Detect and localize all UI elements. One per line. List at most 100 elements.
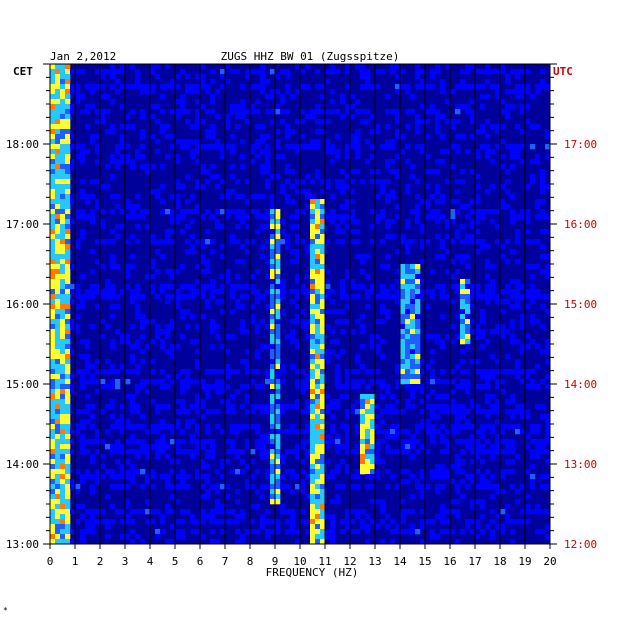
spectrogram-cell	[220, 344, 226, 350]
spectrogram-cell	[85, 199, 91, 205]
spectrogram-cell	[60, 254, 66, 260]
spectrogram-cell	[385, 224, 391, 230]
spectrogram-cell	[80, 299, 86, 305]
spectrogram-cell	[360, 64, 366, 70]
spectrogram-cell	[345, 429, 351, 435]
spectrogram-cell	[485, 79, 491, 85]
spectrogram-cell	[55, 534, 61, 540]
spectrogram-cell	[65, 424, 71, 430]
spectrogram-cell	[125, 84, 131, 90]
spectrogram-cell	[350, 169, 356, 175]
spectrogram-cell	[420, 84, 426, 90]
spectrogram-cell	[130, 369, 136, 375]
spectrogram-cell	[375, 474, 381, 480]
spectrogram-cell	[420, 294, 426, 300]
spectrogram-cell	[65, 154, 71, 160]
spectrogram-cell	[300, 189, 306, 195]
spectrogram-cell	[95, 119, 101, 125]
spectrogram-cell	[310, 494, 316, 500]
spectrogram-cell	[250, 449, 256, 455]
spectrogram-cell	[250, 104, 256, 110]
spectrogram-cell	[75, 209, 81, 215]
spectrogram-cell	[210, 439, 216, 445]
spectrogram-cell	[165, 124, 171, 130]
spectrogram-cell	[255, 194, 261, 200]
spectrogram-cell	[95, 474, 101, 480]
spectrogram-cell	[455, 489, 461, 495]
spectrogram-cell	[520, 349, 526, 355]
spectrogram-cell	[50, 414, 56, 420]
spectrogram-cell	[370, 519, 376, 525]
spectrogram-cell	[80, 274, 86, 280]
spectrogram-cell	[440, 79, 446, 85]
spectrogram-cell	[50, 489, 56, 495]
spectrogram-cell	[425, 239, 431, 245]
spectrogram-cell	[455, 484, 461, 490]
spectrogram-cell	[450, 464, 456, 470]
spectrogram-cell	[265, 409, 271, 415]
spectrogram-cell	[265, 134, 271, 140]
spectrogram-cell	[60, 209, 66, 215]
spectrogram-cell	[65, 509, 71, 515]
spectrogram-cell	[360, 284, 366, 290]
spectrogram-cell	[405, 144, 411, 150]
spectrogram-cell	[175, 154, 181, 160]
spectrogram-cell	[75, 294, 81, 300]
spectrogram-cell	[420, 389, 426, 395]
spectrogram-cell	[370, 399, 376, 405]
spectrogram-cell	[65, 74, 71, 80]
spectrogram-cell	[270, 384, 276, 390]
frequency-grid-lines	[49, 64, 551, 544]
spectrogram-cell	[545, 449, 551, 455]
spectrogram-cell	[405, 124, 411, 130]
spectrogram-cell	[115, 159, 121, 165]
spectrogram-cell	[440, 84, 446, 90]
spectrogram-cell	[405, 404, 411, 410]
spectrogram-cell	[175, 499, 181, 505]
spectrogram-cell	[390, 234, 396, 240]
spectrogram-cell	[460, 334, 466, 340]
spectrogram-cell	[465, 419, 471, 425]
spectrogram-cell	[420, 239, 426, 245]
spectrogram-cell	[70, 84, 76, 90]
spectrogram-cell	[200, 104, 206, 110]
spectrogram-cell	[60, 369, 66, 375]
spectrogram-cell	[520, 404, 526, 410]
spectrogram-cell	[275, 349, 281, 355]
spectrogram-cell	[270, 464, 276, 470]
spectrogram-cell	[445, 409, 451, 415]
spectrogram-cell	[210, 294, 216, 300]
spectrogram-cell	[440, 439, 446, 445]
spectrogram-cell	[275, 474, 281, 480]
spectrogram-cell	[260, 74, 266, 80]
spectrogram-cell	[315, 279, 321, 285]
spectrogram-cell	[100, 454, 106, 460]
spectrogram-cell	[75, 329, 81, 335]
spectrogram-cell	[230, 284, 236, 290]
spectrogram-cell	[60, 494, 66, 500]
spectrogram-cell	[495, 419, 501, 425]
spectrogram-cell	[420, 509, 426, 515]
spectrogram-cell	[370, 419, 376, 425]
spectrogram-cell	[410, 294, 416, 300]
spectrogram-cell	[165, 134, 171, 140]
spectrogram-cell	[495, 434, 501, 440]
spectrogram-cell	[285, 129, 291, 135]
spectrogram-cell	[440, 239, 446, 245]
spectrogram-cell	[440, 474, 446, 480]
spectrogram-cell	[250, 304, 256, 310]
spectrogram-cell	[510, 319, 516, 325]
spectrogram-cell	[415, 304, 421, 310]
spectrogram-cell	[55, 269, 61, 275]
spectrogram-cell	[140, 89, 146, 95]
spectrogram-cell	[535, 454, 541, 460]
spectrogram-cell	[100, 114, 106, 120]
spectrogram-cell	[220, 224, 226, 230]
spectrogram-cell	[350, 294, 356, 300]
spectrogram-cell	[460, 69, 466, 75]
spectrogram-cell	[465, 279, 471, 285]
spectrogram-cell	[255, 489, 261, 495]
spectrogram-cell	[120, 429, 126, 435]
spectrogram-cell	[375, 124, 381, 130]
spectrogram-cell	[510, 449, 516, 455]
